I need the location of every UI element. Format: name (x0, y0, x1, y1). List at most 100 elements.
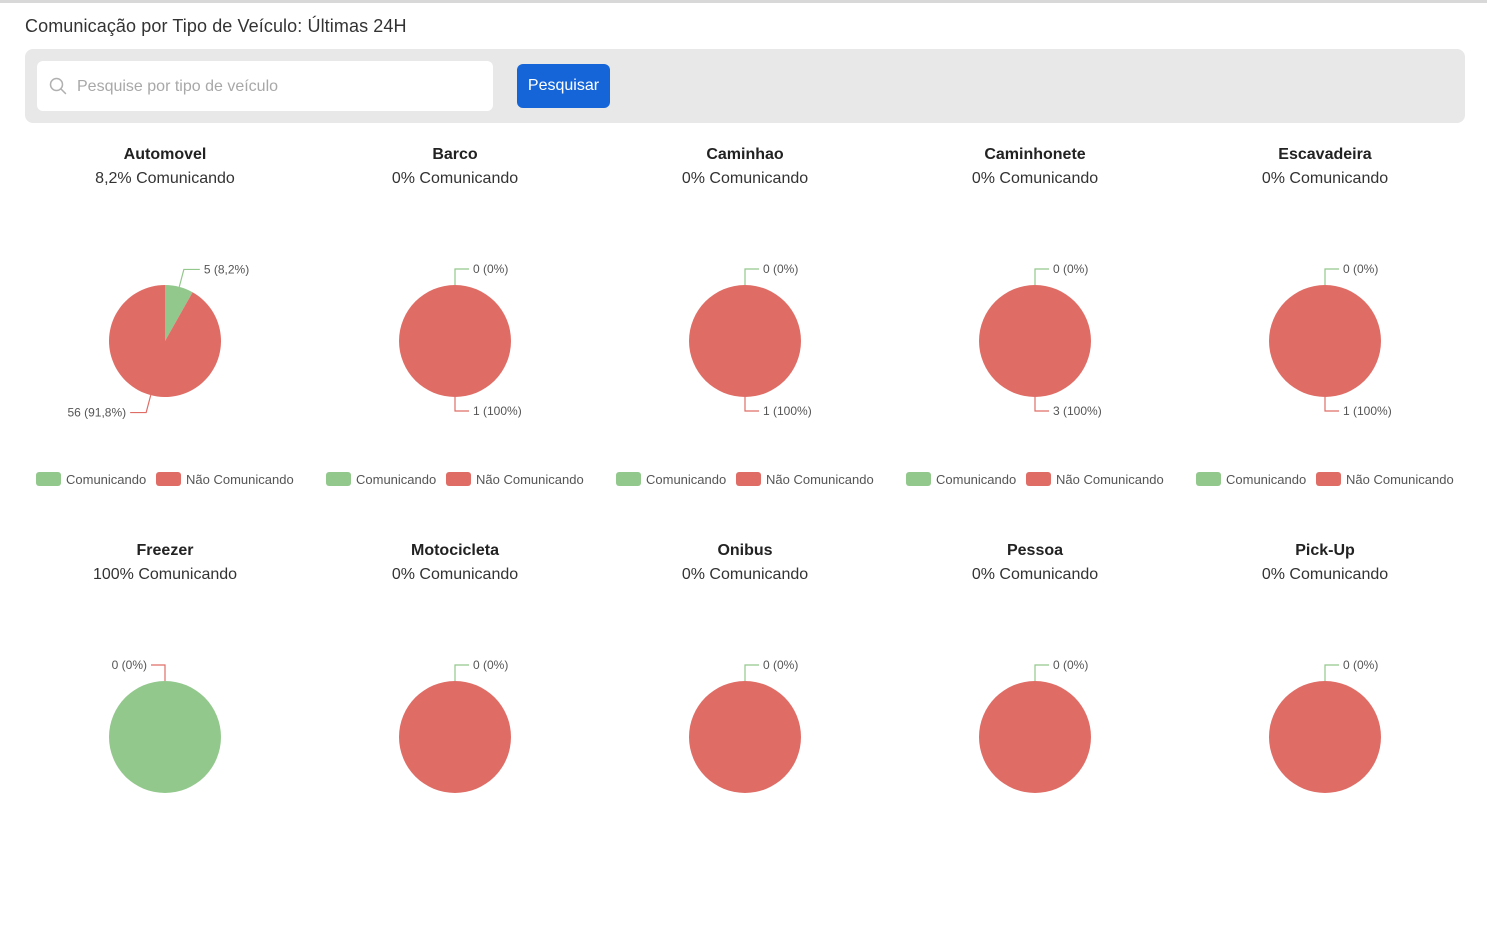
legend-swatch (1316, 472, 1341, 486)
chart-title: Caminhonete (984, 146, 1086, 163)
legend-swatch (156, 472, 181, 486)
label-leader-line (744, 664, 759, 681)
chart-subtitle: 0% Comunicando (391, 566, 519, 583)
pie-chart: 0 (0%) (109, 658, 221, 793)
pie-chart: 0 (0%) 3 (100%) (979, 262, 1102, 418)
chart-subtitle: 8,2% Comunicando (95, 170, 235, 187)
legend-item-nao-comunicando[interactable]: Não Comunicando (156, 471, 294, 487)
pie-slice-nao-comunicando[interactable] (689, 285, 801, 397)
search-button[interactable]: Pesquisar (517, 64, 610, 108)
pie-slice-nao-comunicando[interactable] (1269, 285, 1381, 397)
legend-swatch (906, 472, 931, 486)
chart-title: Pick-Up (1295, 542, 1355, 559)
legend-item-comunicando[interactable]: Comunicando (616, 471, 726, 487)
legend-label: Comunicando (936, 471, 1017, 487)
chart-card-pessoa: Pessoa 0% Comunicando 0 (0%) (890, 542, 1180, 938)
page-title: Comunicação por Tipo de Veículo: Últimas… (25, 16, 407, 36)
legend-label: Não Comunicando (1346, 471, 1454, 487)
pie-chart: 0 (0%) 1 (100%) (689, 262, 812, 418)
pie-chart: 0 (0%) (399, 658, 511, 793)
data-label: 0 (0%) (1053, 262, 1088, 276)
legend-item-comunicando[interactable]: Comunicando (326, 471, 436, 487)
chart-card-pick-up: Pick-Up 0% Comunicando 0 (0%) (1180, 542, 1470, 938)
pie-slice-comunicando[interactable] (109, 681, 221, 793)
chart-legend: Comunicando Não Comunicando (310, 471, 600, 487)
chart-subtitle: 0% Comunicando (971, 170, 1099, 187)
legend-item-nao-comunicando[interactable]: Não Comunicando (736, 471, 874, 487)
legend-swatch (326, 472, 351, 486)
data-label: 0 (0%) (473, 658, 508, 672)
pie-slice-comunicando[interactable] (165, 285, 193, 341)
legend-label: Não Comunicando (476, 471, 584, 487)
data-label: 0 (0%) (763, 262, 798, 276)
legend-swatch (36, 472, 61, 486)
label-leader-line (1324, 397, 1339, 412)
legend-item-nao-comunicando[interactable]: Não Comunicando (1316, 471, 1454, 487)
data-label: 0 (0%) (763, 658, 798, 672)
pie-chart: 0 (0%) (1269, 658, 1381, 793)
legend-label: Comunicando (646, 471, 727, 487)
chart-subtitle: 0% Comunicando (681, 566, 809, 583)
label-leader-line (130, 395, 152, 414)
legend-swatch (1026, 472, 1051, 486)
chart-card-freezer: Freezer 100% Comunicando 0 (0%) (20, 542, 310, 938)
chart-legend: Comunicando Não Comunicando (890, 471, 1180, 487)
label-leader-line (454, 664, 469, 681)
chart-subtitle: 0% Comunicando (391, 170, 519, 187)
chart-title: Barco (432, 146, 478, 163)
label-leader-line (454, 268, 469, 285)
chart-title: Caminhao (706, 146, 784, 163)
page: Comunicação por Tipo de Veículo: Últimas… (0, 0, 1487, 793)
label-leader-line (178, 268, 200, 287)
pie-slice-nao-comunicando[interactable] (399, 285, 511, 397)
chart-card-caminhonete: Caminhonete 0% Comunicando 0 (0%) 3 (100%) C… (890, 146, 1180, 542)
chart-legend: Comunicando Não Comunicando (1180, 471, 1470, 487)
data-label: 3 (100%) (1053, 404, 1102, 418)
search-box[interactable] (37, 61, 493, 113)
legend-label: Comunicando (1226, 471, 1307, 487)
search-input[interactable] (75, 61, 489, 113)
legend-item-nao-comunicando[interactable]: Não Comunicando (446, 471, 584, 487)
data-label: 0 (0%) (1343, 262, 1378, 276)
legend-item-comunicando[interactable]: Comunicando (36, 471, 146, 487)
chart-subtitle: 0% Comunicando (681, 170, 809, 187)
label-leader-line (1324, 268, 1339, 285)
top-divider (0, 0, 1487, 3)
legend-item-comunicando[interactable]: Comunicando (906, 471, 1016, 487)
chart-card-barco: Barco 0% Comunicando 0 (0%) 1 (100%) Comunic… (310, 146, 600, 542)
data-label: 56 (91,8%) (67, 406, 126, 420)
chart-title: Onibus (717, 542, 773, 559)
legend-swatch (1196, 472, 1221, 486)
pie-slice-nao-comunicando[interactable] (109, 285, 222, 397)
pie-chart: 0 (0%) 1 (100%) (399, 262, 522, 418)
pie-chart: 0 (0%) (979, 658, 1091, 793)
legend-swatch (616, 472, 641, 486)
legend-item-comunicando[interactable]: Comunicando (1196, 471, 1306, 487)
chart-title: Automovel (123, 146, 207, 163)
pie-slice-nao-comunicando[interactable] (1269, 681, 1381, 793)
pie-chart: 0 (0%) (689, 658, 801, 793)
pie-slice-nao-comunicando[interactable] (399, 681, 511, 793)
data-label: 0 (0%) (1343, 658, 1378, 672)
legend-label: Comunicando (66, 471, 147, 487)
label-leader-line (744, 268, 759, 285)
chart-card-motocicleta: Motocicleta 0% Comunicando 0 (0%) (310, 542, 600, 938)
pie-slice-nao-comunicando[interactable] (689, 681, 801, 793)
chart-card-caminhao: Caminhao 0% Comunicando 0 (0%) 1 (100%) Comu… (600, 146, 890, 542)
label-leader-line (454, 397, 469, 412)
label-leader-line (744, 397, 759, 412)
legend-item-nao-comunicando[interactable]: Não Comunicando (1026, 471, 1164, 487)
data-label: 0 (0%) (112, 658, 147, 672)
legend-swatch (736, 472, 761, 486)
data-label: 1 (100%) (473, 404, 522, 418)
chart-card-escavadeira: Escavadeira 0% Comunicando 0 (0%) 1 (100%) C… (1180, 146, 1470, 542)
pie-slice-nao-comunicando[interactable] (979, 681, 1091, 793)
legend-label: Não Comunicando (1056, 471, 1164, 487)
pie-slice-nao-comunicando[interactable] (979, 285, 1091, 397)
chart-subtitle: 0% Comunicando (1261, 170, 1389, 187)
chart-subtitle: 0% Comunicando (1261, 566, 1389, 583)
legend-swatch (446, 472, 471, 486)
pie-chart: 5 (8,2%) 56 (91,8%) (67, 262, 249, 420)
search-panel: Pesquisar (25, 49, 1465, 123)
label-leader-line (151, 664, 166, 681)
